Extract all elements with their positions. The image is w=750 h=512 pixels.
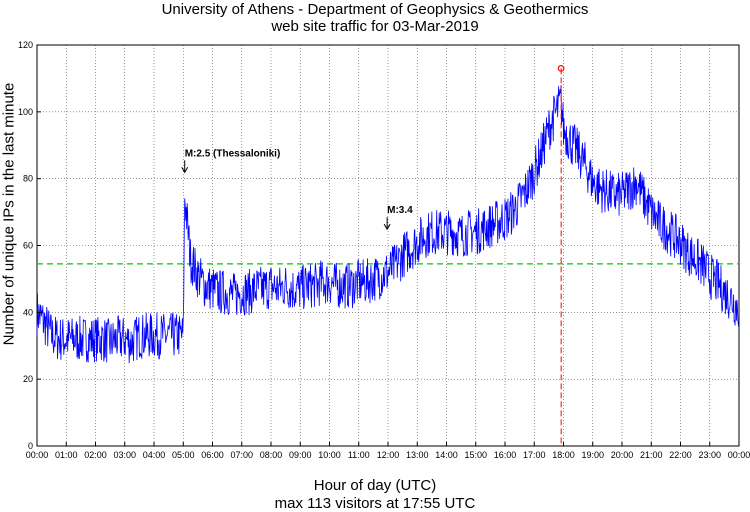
- annotation-arrow-head: [383, 223, 391, 231]
- max-point-marker: [557, 64, 565, 72]
- x-tick-label: 00:00: [26, 450, 49, 460]
- x-tick-label: 03:00: [113, 450, 136, 460]
- x-tick-label: 11:00: [348, 450, 370, 460]
- x-tick-label: 19:00: [581, 450, 604, 460]
- x-tick-label: 07:00: [230, 450, 253, 460]
- x-tick-label: 02:00: [84, 450, 107, 460]
- chart-subtitle: web site traffic for 03-Mar-2019: [271, 18, 479, 35]
- x-tick-label: 09:00: [289, 450, 312, 460]
- x-tick-label: 17:00: [523, 450, 546, 460]
- annotation-arrow-head: [181, 167, 189, 174]
- x-tick-label: 16:00: [494, 450, 517, 460]
- y-tick-label: 80: [23, 174, 33, 184]
- y-tick-label: 40: [23, 307, 33, 317]
- x-tick-label: 06:00: [201, 450, 224, 460]
- y-tick-label: 100: [18, 107, 33, 117]
- earthquake-annotation-label: M:2.5 (Thessaloniki): [185, 148, 281, 159]
- x-tick-label: 12:00: [377, 450, 400, 460]
- x-tick-label: 14:00: [435, 450, 458, 460]
- x-tick-label: 22:00: [669, 450, 692, 460]
- series-group: [36, 84, 740, 364]
- traffic-series-line: [36, 84, 740, 364]
- x-axis-ticks: 00:00 01:00 02:00 03:00 04:00 05:00 06:00 07:00…: [26, 442, 750, 460]
- y-tick-label: 60: [23, 241, 33, 251]
- x-tick-label: 10:00: [318, 450, 341, 460]
- x-tick-label: 20:00: [611, 450, 634, 460]
- y-tick-label: 0: [28, 441, 33, 451]
- x-tick-label: 05:00: [172, 450, 195, 460]
- y-axis-ticks: 0 20 40 60 80 100 120: [18, 40, 41, 451]
- chart-title: University of Athens - Department of Geo…: [161, 1, 589, 18]
- y-tick-label: 20: [23, 374, 33, 384]
- earthquake-annotation-label: M:3.4: [387, 205, 413, 216]
- x-tick-label: 23:00: [698, 450, 721, 460]
- max-visitors-caption: max 113 visitors at 17:55 UTC: [274, 495, 476, 512]
- traffic-chart: M:2.5 (Thessaloniki) M:3.4 00:00 01:00 02:0…: [18, 40, 750, 460]
- annotation-group: M:2.5 (Thessaloniki) M:3.4: [181, 64, 565, 446]
- y-axis-label: Number of unique IPs in the last minute: [0, 82, 18, 346]
- x-tick-label: 21:00: [640, 450, 663, 460]
- x-tick-label: 08:00: [260, 450, 283, 460]
- x-axis-label: Hour of day (UTC): [313, 477, 437, 494]
- y-tick-label: 120: [18, 40, 33, 50]
- x-tick-label: 15:00: [464, 450, 487, 460]
- x-tick-label: 04:00: [143, 450, 166, 460]
- x-tick-label: 01:00: [55, 450, 78, 460]
- x-tick-label: 13:00: [406, 450, 429, 460]
- x-tick-label: 18:00: [552, 450, 575, 460]
- grid-lines: [37, 45, 739, 446]
- x-tick-label: 00:00: [728, 450, 750, 460]
